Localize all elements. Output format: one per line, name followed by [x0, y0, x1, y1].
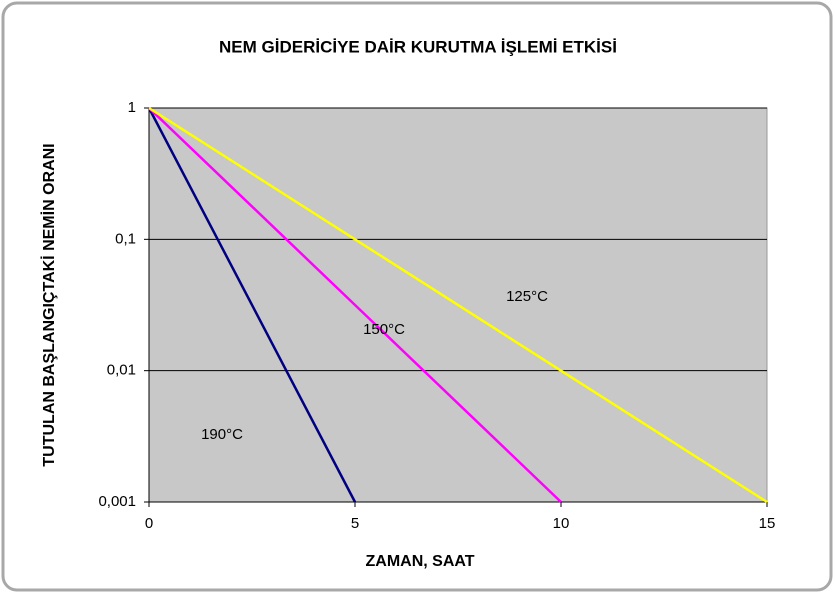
series-label: 125°C [506, 288, 548, 305]
y-tick-label: 0,001 [98, 493, 136, 510]
x-axis-title: ZAMAN, SAAT [365, 553, 474, 570]
series-label: 150°C [363, 321, 405, 338]
y-tick-label: 0,1 [115, 230, 136, 247]
x-tick-label: 15 [759, 515, 776, 532]
y-tick-label: 0,01 [107, 362, 136, 379]
series-line [147, 107, 357, 503]
series-line [148, 106, 768, 504]
series-line [148, 107, 562, 503]
x-tick-label: 5 [351, 515, 359, 532]
chart-title: NEM GİDERİCİYE DAİR KURUTMA İŞLEMİ ETKİS… [219, 37, 617, 56]
series-label: 190°C [201, 426, 243, 443]
x-tick-label: 0 [145, 515, 153, 532]
y-axis-title: TUTULAN BAŞLANGIÇTAKİ NEMİN ORANI [40, 143, 58, 466]
x-tick-label: 10 [553, 515, 570, 532]
y-tick-label: 1 [128, 99, 136, 116]
